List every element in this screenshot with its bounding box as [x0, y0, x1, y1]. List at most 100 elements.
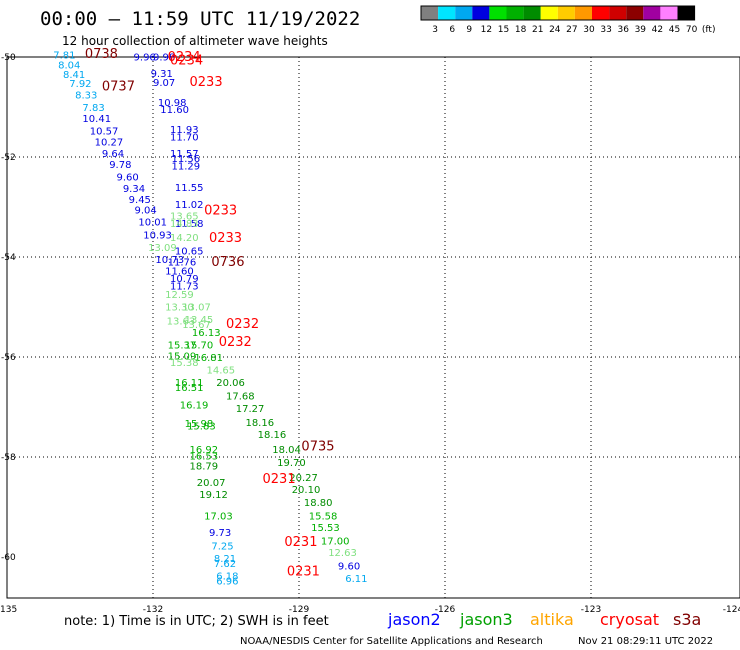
colorbar-label: 39: [635, 25, 647, 35]
colorbar-label: 6: [449, 25, 455, 35]
colorbar-label: 33: [600, 25, 611, 35]
swh-value: 20.27: [289, 473, 318, 484]
x-tick-label: -126: [435, 605, 456, 615]
units-note: note: 1) Time is in UTC; 2) SWH is in fe…: [64, 614, 329, 629]
swh-value: 13.07: [182, 303, 211, 314]
satellite-legend: jason2 jason3 altika cryosat s3a: [387, 610, 701, 629]
colorbar-label: 9: [466, 25, 472, 35]
swh-value: 16.19: [180, 401, 209, 412]
swh-value: 8.33: [75, 91, 97, 102]
colorbar-label: 15: [498, 25, 509, 35]
swh-value: 11.55: [175, 183, 204, 194]
legend-jason2: jason2: [387, 610, 441, 629]
swh-value: 9.07: [153, 78, 175, 89]
swh-value: 17.27: [236, 404, 265, 415]
swh-value: 18.79: [190, 462, 219, 473]
swh-value: 13.65: [170, 212, 199, 223]
swh-value: 9.96: [134, 53, 156, 64]
swh-value: 16.53: [190, 452, 219, 463]
pass-time: 0231: [263, 472, 296, 487]
colorbar-label: 21: [532, 25, 543, 35]
swh-value: 15.38: [170, 358, 199, 369]
swh-value: 16.81: [194, 353, 223, 364]
swh-value: 9.04: [135, 206, 157, 217]
colorbar-swatch: [438, 6, 456, 20]
y-tick-label: -54: [1, 253, 16, 263]
swh-value: 6.96: [216, 577, 238, 588]
y-tick-label: -58: [1, 453, 16, 463]
colorbar-label: 30: [583, 25, 595, 35]
swh-value: 7.81: [53, 51, 75, 62]
swh-value: 13.45: [185, 315, 214, 326]
pass-time: 0736: [211, 255, 244, 270]
colorbar-swatch: [592, 6, 610, 20]
swh-value: 9.98: [153, 53, 175, 64]
swh-value: 15.58: [309, 512, 338, 523]
y-tick-label: -60: [1, 553, 16, 563]
swh-value: 9.64: [102, 149, 124, 160]
swh-value: 15.37: [168, 341, 197, 352]
colorbar-swatch: [421, 6, 439, 20]
colorbar-swatch: [523, 6, 541, 20]
swh-value: 10.01: [138, 218, 167, 229]
pass-time: 0234: [170, 54, 203, 69]
swh-value: 18.04: [272, 445, 301, 456]
pass-time: 0234: [168, 50, 201, 65]
colorbar-swatch: [506, 6, 524, 20]
swh-value: 17.00: [321, 537, 350, 548]
swh-value: 9.60: [117, 173, 139, 184]
swh-value: 16.92: [190, 445, 219, 456]
legend-cryosat: cryosat: [600, 610, 659, 629]
colorbar-label: 12: [481, 25, 492, 35]
footer-timestamp: Nov 21 08:29:11 UTC 2022: [578, 636, 713, 647]
colorbar-swatch: [626, 6, 644, 20]
colorbar-label: 70: [686, 25, 698, 35]
x-tick-label: -135: [0, 605, 17, 615]
swh-value: 10.41: [82, 114, 111, 125]
swh-value: 14.83: [170, 219, 199, 230]
swh-value: 11.70: [170, 133, 199, 144]
pass-time: 0231: [284, 535, 317, 550]
legend-altika: altika: [530, 610, 574, 629]
colorbar-swatch: [557, 6, 575, 20]
colorbar-swatch: [660, 6, 678, 20]
swh-value: 9.31: [151, 69, 173, 80]
swh-value: 16.11: [175, 378, 204, 389]
colorbar-label: 42: [652, 25, 663, 35]
swh-value: 15.98: [185, 419, 214, 430]
colorbar-swatch: [540, 6, 558, 20]
swh-value: 10.98: [158, 98, 187, 109]
plot-frame: [6, 56, 740, 599]
swh-value: 11.76: [168, 258, 197, 269]
pass-time: 0232: [219, 335, 252, 350]
swh-value: 10.27: [95, 138, 124, 149]
y-tick-label: -52: [1, 153, 16, 163]
swh-value: 14.65: [207, 366, 236, 377]
pass-time: 0738: [85, 47, 118, 62]
colorbar-swatch: [489, 6, 507, 20]
swh-value: 15.70: [185, 341, 214, 352]
swh-value: 9.73: [209, 528, 231, 539]
swh-value: 11.58: [175, 219, 204, 230]
colorbar-legend: 3 6 9 12 15 18 21 24 27 30 33 36 39 42 45 70 (ft): [420, 5, 716, 35]
pass-time: 0737: [102, 80, 135, 95]
swh-value: 10.93: [143, 231, 172, 242]
swh-value: 16.13: [192, 328, 221, 339]
colorbar-swatch: [472, 6, 490, 20]
colorbar-swatch: [643, 6, 661, 20]
x-tick-label: -129: [289, 605, 310, 615]
swh-value: 15.09: [168, 352, 197, 363]
swh-value: 17.03: [204, 512, 233, 523]
colorbar-label: 45: [669, 25, 680, 35]
swh-value: 7.83: [82, 103, 104, 114]
colorbar-label: (ft): [702, 25, 716, 35]
colorbar-swatch: [574, 6, 592, 20]
swh-value: 13.63: [167, 317, 196, 328]
legend-jason3: jason3: [459, 610, 513, 629]
swh-value: 11.93: [170, 125, 199, 136]
colorbar-swatch: [677, 6, 695, 20]
x-tick-label: -132: [143, 605, 163, 615]
pass-time: 0233: [190, 75, 223, 90]
swh-value: 9.78: [109, 160, 131, 171]
